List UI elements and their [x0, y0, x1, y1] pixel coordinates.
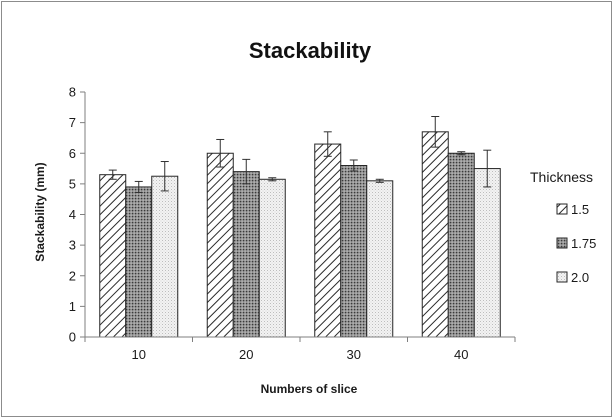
legend-label: 2.0 — [571, 270, 589, 285]
y-tick-label: 8 — [69, 85, 76, 100]
legend-items: 1.5 1.75 2.0 — [556, 202, 596, 285]
bar — [125, 186, 153, 338]
y-tick-label: 5 — [69, 176, 76, 191]
chart-title: Stackability — [249, 38, 372, 63]
y-tick-label: 4 — [69, 207, 76, 222]
bars — [99, 131, 501, 338]
x-axis-title: Numbers of slice — [261, 382, 358, 396]
y-tick-label: 6 — [69, 146, 76, 161]
y-axis-ticks: 0 1 2 3 4 5 6 7 8 — [69, 85, 85, 345]
x-tick-label: 10 — [132, 347, 146, 362]
y-tick-label: 1 — [69, 299, 76, 314]
x-tick-label: 20 — [239, 347, 253, 362]
y-tick-label: 2 — [69, 268, 76, 283]
x-tick-label: 30 — [347, 347, 361, 362]
bar — [151, 175, 179, 338]
x-tick-label: 40 — [454, 347, 468, 362]
x-axis-ticks: 10 20 30 40 — [84, 337, 516, 362]
bar — [473, 168, 501, 338]
legend-swatch — [556, 271, 568, 283]
bar — [258, 178, 286, 338]
bar — [340, 165, 368, 338]
y-tick-label: 3 — [69, 238, 76, 253]
legend-swatch — [556, 237, 568, 249]
legend-label: 1.5 — [571, 202, 589, 217]
bar — [206, 152, 234, 338]
bar — [232, 171, 260, 338]
bar — [314, 143, 342, 338]
y-axis-title: Stackability (mm) — [33, 162, 47, 261]
y-tick-label: 0 — [69, 330, 76, 345]
bar — [421, 131, 449, 338]
bar — [366, 180, 394, 338]
legend-label: 1.75 — [571, 236, 596, 251]
legend-title: Thickness — [530, 169, 593, 185]
bar — [99, 174, 127, 338]
legend-swatch — [556, 203, 568, 215]
error-bars — [108, 116, 492, 193]
legend: Thickness 1.5 1.75 2.0 — [530, 169, 596, 285]
bar — [447, 152, 475, 338]
y-tick-label: 7 — [69, 115, 76, 130]
